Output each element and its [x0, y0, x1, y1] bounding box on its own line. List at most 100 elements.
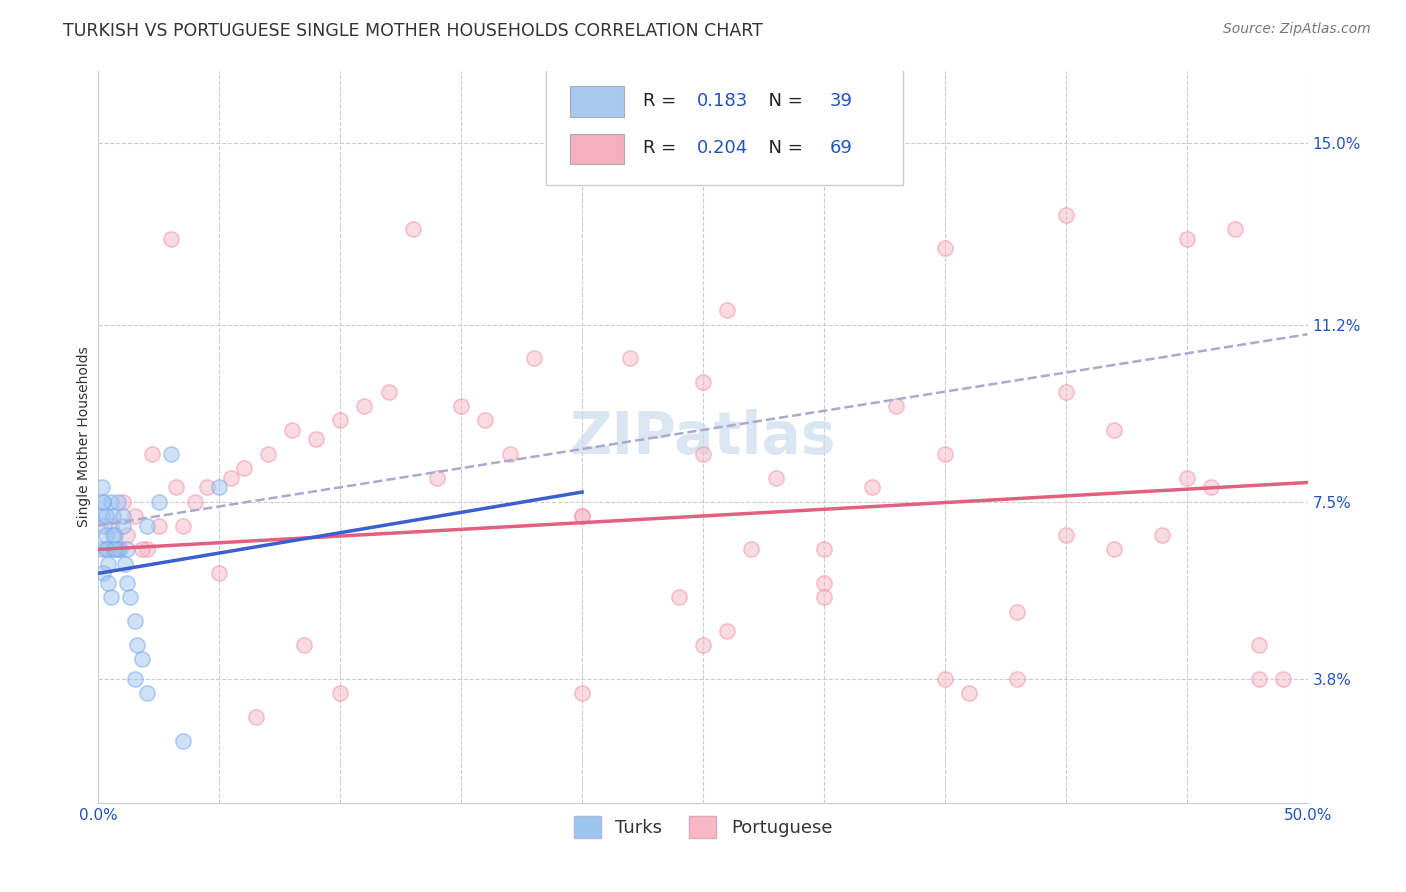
Point	[91, 508, 114, 523]
FancyBboxPatch shape	[569, 134, 624, 164]
Point	[692, 447, 714, 461]
Point	[329, 686, 352, 700]
Point	[90, 542, 112, 557]
Text: N =: N =	[758, 139, 808, 157]
Point	[353, 399, 375, 413]
Point	[127, 638, 149, 652]
Y-axis label: Single Mother Households: Single Mother Households	[77, 347, 91, 527]
Point	[1249, 672, 1271, 686]
Point	[740, 542, 762, 557]
Point	[813, 591, 835, 605]
Point	[124, 508, 146, 523]
Point	[96, 542, 118, 557]
Point	[402, 222, 425, 236]
Point	[100, 591, 122, 605]
Point	[1007, 672, 1029, 686]
Point	[91, 494, 114, 508]
Point	[101, 528, 124, 542]
Point	[860, 480, 883, 494]
Point	[765, 160, 787, 174]
Point	[160, 232, 183, 246]
Point	[108, 542, 131, 557]
Point	[195, 480, 218, 494]
Point	[118, 591, 141, 605]
Point	[160, 447, 183, 461]
Text: R =: R =	[643, 139, 682, 157]
Point	[107, 494, 129, 508]
Point	[111, 508, 134, 523]
Point	[292, 638, 315, 652]
Point	[172, 733, 194, 747]
Point	[668, 591, 690, 605]
Point	[97, 557, 120, 571]
Point	[232, 461, 254, 475]
Point	[124, 672, 146, 686]
Point	[619, 351, 641, 366]
Text: N =: N =	[758, 92, 808, 110]
Point	[1102, 423, 1125, 437]
Point	[100, 494, 122, 508]
Text: Source: ZipAtlas.com: Source: ZipAtlas.com	[1223, 22, 1371, 37]
Point	[571, 508, 593, 523]
Point	[474, 413, 496, 427]
Point	[135, 518, 157, 533]
Point	[765, 471, 787, 485]
Point	[111, 518, 134, 533]
Point	[208, 480, 231, 494]
Point	[117, 575, 139, 590]
Point	[94, 508, 117, 523]
Point	[1223, 222, 1246, 236]
Point	[523, 351, 546, 366]
Point	[1054, 208, 1077, 222]
FancyBboxPatch shape	[569, 86, 624, 117]
Point	[957, 686, 980, 700]
Text: 39: 39	[830, 92, 853, 110]
Point	[117, 528, 139, 542]
Point	[692, 638, 714, 652]
Point	[131, 542, 153, 557]
Point	[94, 542, 117, 557]
Text: R =: R =	[643, 92, 682, 110]
Point	[131, 652, 153, 666]
Point	[450, 399, 472, 413]
Legend: Turks, Portuguese: Turks, Portuguese	[567, 808, 839, 845]
Point	[1102, 542, 1125, 557]
Point	[135, 542, 157, 557]
Point	[107, 542, 129, 557]
Point	[184, 494, 207, 508]
Point	[148, 494, 170, 508]
Point	[571, 508, 593, 523]
Point	[104, 528, 127, 542]
Point	[1175, 471, 1198, 485]
Point	[101, 508, 124, 523]
Point	[1054, 384, 1077, 399]
Point	[135, 686, 157, 700]
Text: ZIPatlas: ZIPatlas	[569, 409, 837, 466]
Point	[245, 710, 267, 724]
Point	[813, 542, 835, 557]
Point	[256, 447, 278, 461]
FancyBboxPatch shape	[546, 64, 903, 185]
Text: TURKISH VS PORTUGUESE SINGLE MOTHER HOUSEHOLDS CORRELATION CHART: TURKISH VS PORTUGUESE SINGLE MOTHER HOUS…	[63, 22, 763, 40]
Point	[208, 566, 231, 581]
Point	[172, 518, 194, 533]
Point	[117, 542, 139, 557]
Point	[148, 518, 170, 533]
Point	[305, 433, 328, 447]
Point	[1175, 232, 1198, 246]
Point	[91, 480, 114, 494]
Point	[1007, 605, 1029, 619]
Point	[101, 542, 124, 557]
Point	[934, 447, 956, 461]
Point	[97, 575, 120, 590]
Point	[934, 672, 956, 686]
Point	[107, 542, 129, 557]
Point	[716, 624, 738, 638]
Point	[813, 575, 835, 590]
Point	[377, 384, 399, 399]
Point	[93, 518, 115, 533]
Point	[104, 542, 127, 557]
Point	[1199, 480, 1222, 494]
Point	[571, 686, 593, 700]
Text: 0.183: 0.183	[697, 92, 748, 110]
